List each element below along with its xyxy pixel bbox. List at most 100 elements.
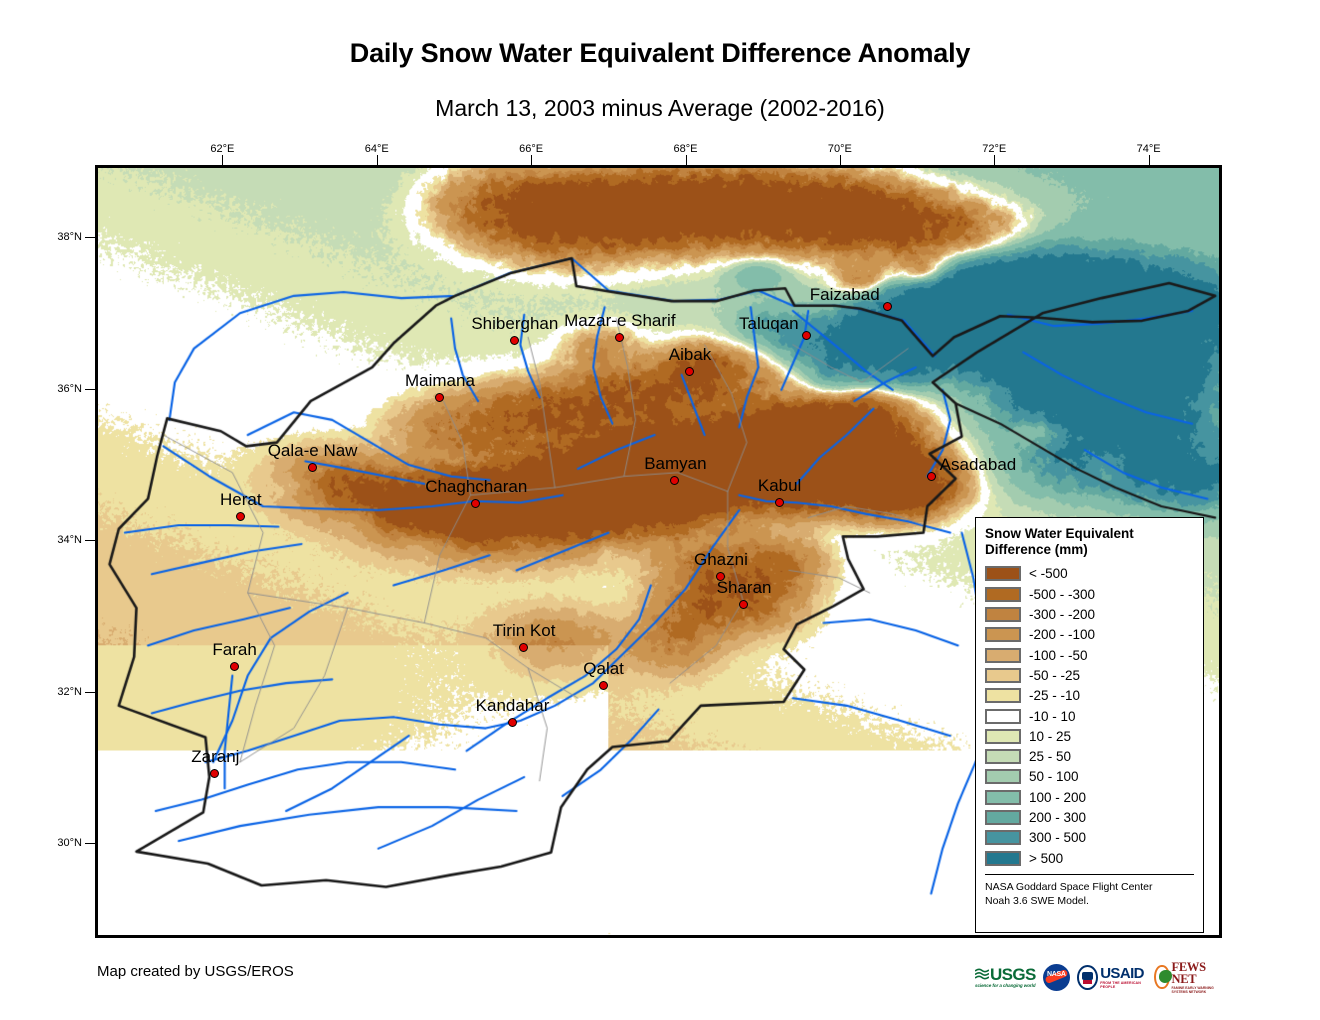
- lat-label: 32°N: [57, 685, 82, 698]
- legend-row: -500 - -300: [985, 584, 1194, 604]
- legend-label: -25 - -10: [1029, 688, 1081, 704]
- city-label: Zaranj: [191, 746, 240, 766]
- legend-label: -500 - -300: [1029, 586, 1096, 602]
- usgs-wave-icon: [975, 968, 989, 980]
- legend-row: -100 - -50: [985, 645, 1194, 665]
- legend-source-note: NASA Goddard Space Flight Center Noah 3.…: [985, 874, 1194, 908]
- legend-row: -10 - 10: [985, 706, 1194, 726]
- lon-tick: [376, 155, 378, 165]
- legend-label: > 500: [1029, 850, 1064, 866]
- legend-label: -100 - -50: [1029, 647, 1088, 663]
- lon-label: 62°E: [210, 143, 235, 155]
- lat-tick: [85, 236, 95, 238]
- lon-tick: [685, 155, 687, 165]
- legend-row: > 500: [985, 848, 1194, 868]
- usaid-seal-icon: [1076, 964, 1099, 990]
- lon-tick: [994, 155, 996, 165]
- lat-tick: [85, 843, 95, 845]
- city-dot-icon: [685, 366, 695, 376]
- legend-row: -50 - -25: [985, 665, 1194, 685]
- lon-tick: [1148, 155, 1150, 165]
- city-dot-icon: [434, 392, 444, 402]
- legend-row: 50 - 100: [985, 767, 1194, 787]
- lon-label: 66°E: [519, 143, 544, 155]
- city-label: Bamyan: [644, 453, 707, 473]
- legend-label: < -500: [1029, 566, 1068, 582]
- legend-row: 100 - 200: [985, 787, 1194, 807]
- legend-row: -200 - -100: [985, 625, 1194, 645]
- legend-label: 200 - 300: [1029, 810, 1087, 826]
- legend-swatch: [985, 769, 1021, 785]
- legend-swatch: [985, 647, 1021, 663]
- legend-title-line2: Difference (mm): [985, 541, 1088, 557]
- legend-label: 25 - 50: [1029, 749, 1072, 765]
- city-dot-icon: [210, 768, 220, 778]
- city-label: Faizabad: [809, 284, 880, 304]
- city-label: Ghazni: [694, 550, 748, 570]
- legend-swatch: [985, 607, 1021, 623]
- legend-class-list: < -500 -500 - -300 -300 - -200 -200 - -100 -…: [985, 564, 1194, 868]
- city-dot-icon: [519, 643, 529, 653]
- city-dot-icon: [774, 497, 784, 507]
- city-label: Taluqan: [739, 314, 799, 334]
- city-label: Aibak: [668, 344, 712, 364]
- lat-label: 34°N: [57, 534, 82, 547]
- lon-label: 72°E: [982, 143, 1007, 155]
- legend-swatch: [985, 688, 1021, 704]
- usaid-logo-text: USAID: [1100, 964, 1144, 982]
- city-label: Herat: [220, 489, 262, 509]
- map-credit: Map created by USGS/EROS: [97, 963, 294, 980]
- city-dot-icon: [715, 572, 725, 582]
- lat-tick: [85, 691, 95, 693]
- legend-label: 50 - 100: [1029, 769, 1079, 785]
- legend-row: < -500: [985, 564, 1194, 584]
- usgs-logo-subtext: science for a changing world: [975, 983, 1036, 988]
- fewsnet-logo-text: FEWS NET: [1171, 959, 1207, 986]
- city-label: Maimana: [404, 370, 475, 390]
- legend-row: 200 - 300: [985, 807, 1194, 827]
- lon-tick: [531, 155, 533, 165]
- legend-swatch: [985, 667, 1021, 683]
- city-dot-icon: [307, 463, 317, 473]
- lon-label: 70°E: [827, 143, 852, 155]
- city-dot-icon: [509, 335, 519, 345]
- city-dot-icon: [507, 718, 517, 728]
- legend-label: -300 - -200: [1029, 607, 1096, 623]
- lon-label: 68°E: [673, 143, 698, 155]
- usaid-logo-subtext: FROM THE AMERICAN PEOPLE: [1100, 980, 1141, 989]
- city-label: Shiberghan: [471, 313, 559, 333]
- legend-note-line2: Noah 3.6 SWE Model.: [985, 895, 1089, 908]
- lat-label: 30°N: [57, 837, 82, 850]
- legend-note-line1: NASA Goddard Space Flight Center: [985, 881, 1153, 894]
- city-dot-icon: [882, 301, 892, 311]
- legend-swatch: [985, 566, 1021, 582]
- lon-label: 74°E: [1136, 143, 1161, 155]
- legend-label: -50 - -25: [1029, 667, 1081, 683]
- city-label: Kabul: [757, 475, 802, 495]
- legend-swatch: [985, 749, 1021, 765]
- city-dot-icon: [471, 498, 481, 508]
- city-label: Chaghcharan: [425, 476, 528, 496]
- fewsnet-logo: FEWS NET FAMINE EARLY WARNING SYSTEMS NE…: [1154, 959, 1214, 994]
- page-subtitle: March 13, 2003 minus Average (2002-2016): [435, 95, 885, 121]
- lat-label: 36°N: [57, 382, 82, 395]
- legend-row: 25 - 50: [985, 747, 1194, 767]
- legend-label: 300 - 500: [1029, 830, 1087, 846]
- legend-label: 100 - 200: [1029, 789, 1087, 805]
- legend-swatch: [985, 830, 1021, 846]
- agency-logo-row: USGS science for a changing world NASA U…: [975, 958, 1214, 996]
- usaid-logo: USAID FROM THE AMERICAN PEOPLE: [1076, 962, 1148, 992]
- city-label: Mazar-e Sharif: [564, 310, 676, 330]
- usgs-logo-text: USGS: [990, 965, 1036, 984]
- lat-label: 38°N: [57, 230, 82, 243]
- city-label: Qalat: [583, 659, 624, 679]
- city-dot-icon: [670, 475, 680, 485]
- legend-swatch: [985, 728, 1021, 744]
- legend-swatch: [985, 627, 1021, 643]
- legend-label: 10 - 25: [1029, 728, 1072, 744]
- nasa-logo: NASA: [1042, 962, 1070, 992]
- city-dot-icon: [739, 600, 749, 610]
- lat-tick: [85, 540, 95, 542]
- usgs-logo: USGS science for a changing world: [975, 962, 1036, 992]
- page-title: Daily Snow Water Equivalent Difference A…: [349, 38, 971, 68]
